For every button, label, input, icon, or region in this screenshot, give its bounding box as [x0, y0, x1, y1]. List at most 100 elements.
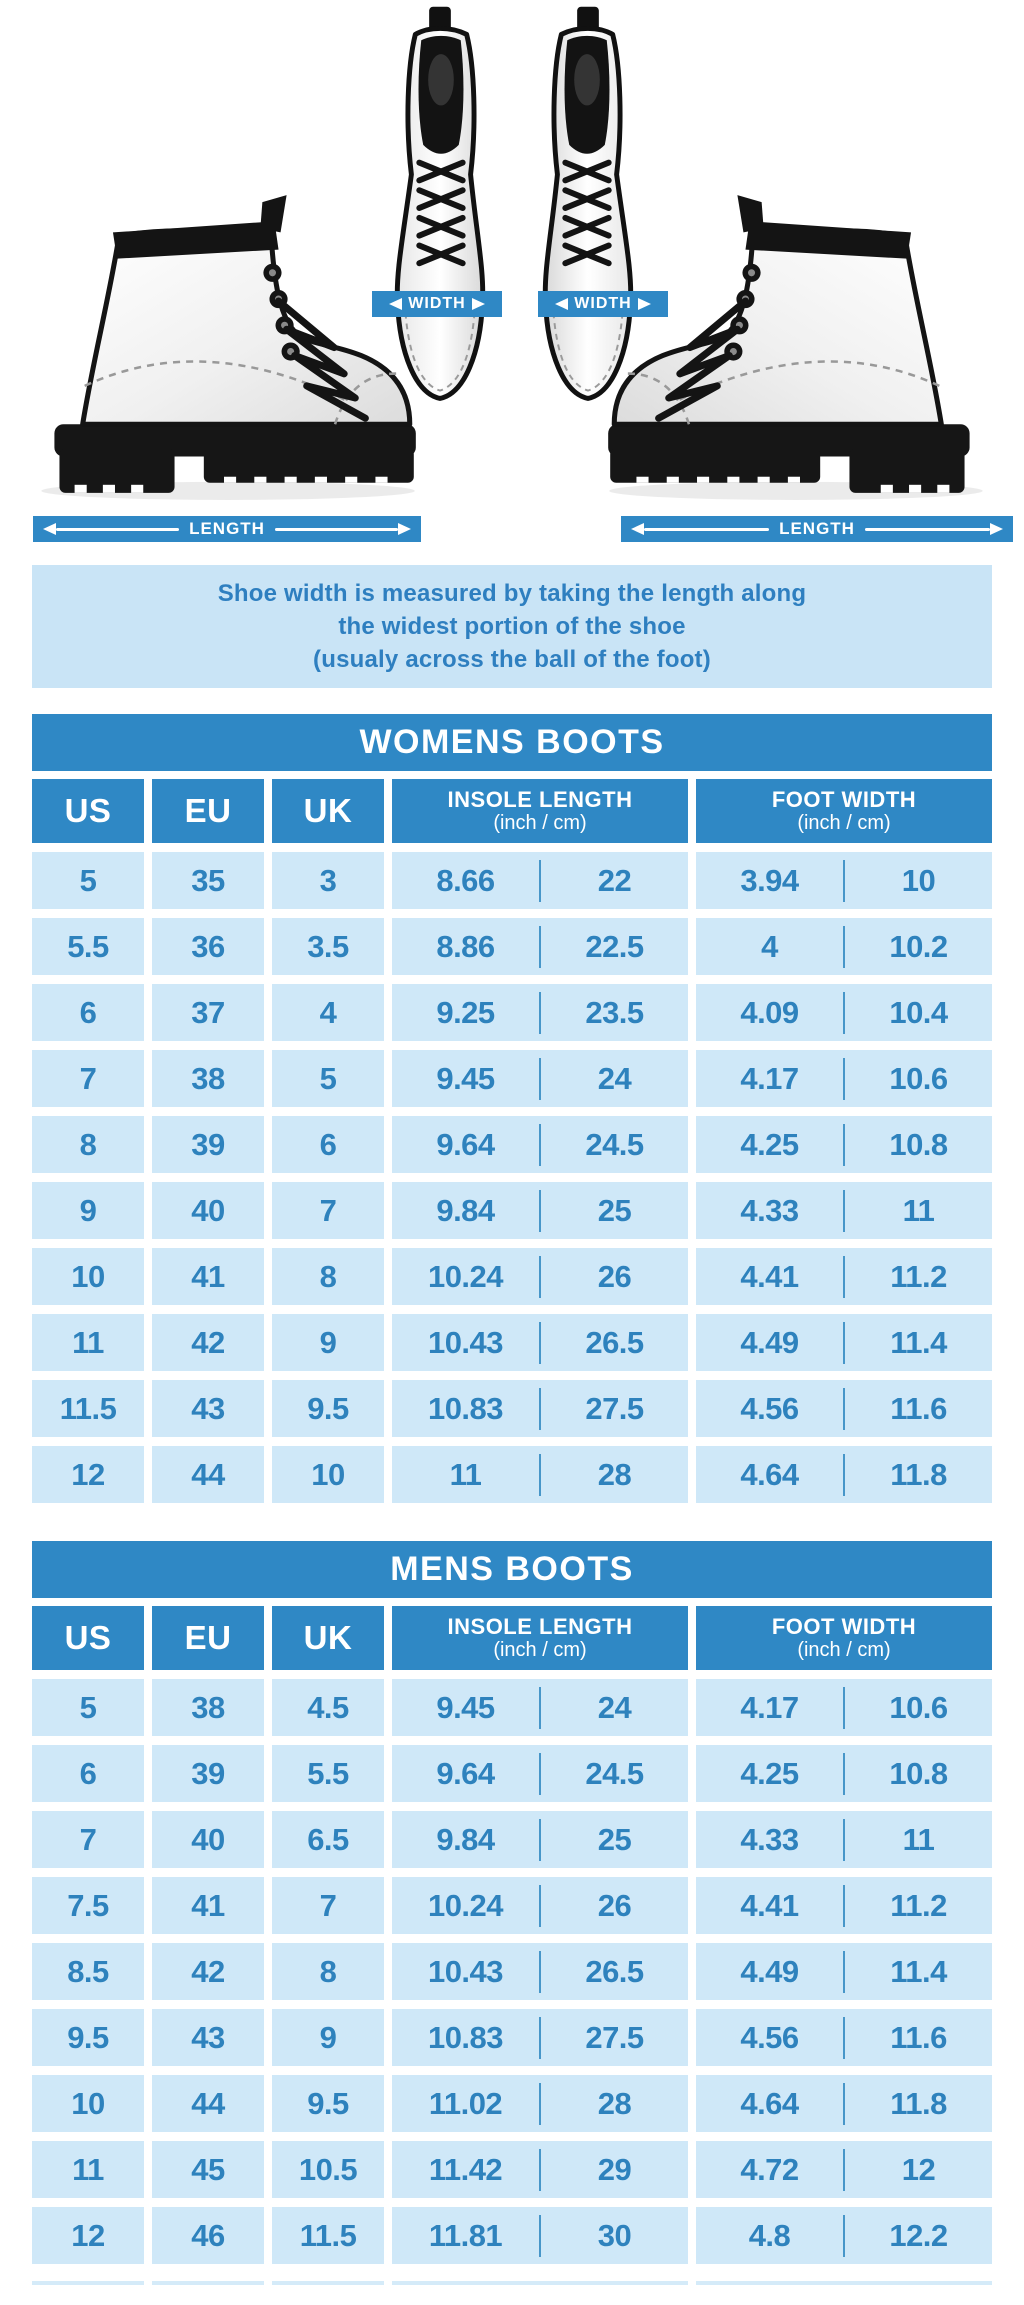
measure-line: [56, 527, 180, 531]
cell-divider: [539, 1453, 541, 1496]
us-size-cell: 8: [32, 1116, 144, 1173]
uk-size-cell: 8: [272, 1943, 384, 2000]
note-line-3: (usualy across the ball of the foot): [313, 646, 711, 673]
header-footwidth-title: FOOT WIDTH: [771, 786, 917, 812]
insole-length-cell: 10.83 27.5: [392, 1380, 688, 1437]
us-size-cell: 6: [32, 984, 144, 1041]
arrow-right-icon: [398, 523, 412, 535]
eu-size-cell: 45: [152, 2141, 264, 2198]
eu-size-cell: 38: [152, 1050, 264, 1107]
table-row: 5.5 36 3.5 8.86 22.5 4 10.2: [32, 918, 992, 975]
header-uk: UK: [272, 779, 384, 843]
eu-size-cell: 42: [152, 1314, 264, 1371]
foot-width-cell: 4.56 11.6: [696, 1380, 992, 1437]
header-insole-title: INSOLE LENGTH: [447, 1613, 633, 1639]
size-table: WOMENS BOOTS US EU UK INSOLE LENGTH (inc…: [32, 714, 992, 1503]
table-row: 9.5 43 9 10.83 27.5 4.56 11.6: [32, 2009, 992, 2066]
table-row: 7.5 41 7 10.24 26 4.41 11.2: [32, 1877, 992, 1934]
header-footwidth-sub: (inch / cm): [797, 812, 891, 835]
table-rows: 5 38 4.5 9.45 24 4.17 10.6 6 39 5.5 9.64 24…: [32, 1679, 992, 2264]
us-size-cell: 8.5: [32, 1943, 144, 2000]
header-eu: EU: [152, 1606, 264, 1670]
uk-size-cell: 5: [272, 1050, 384, 1107]
table-title: MENS BOOTS: [32, 1541, 992, 1598]
cell-divider: [539, 1752, 541, 1795]
insole-length-cell: 9.45 24: [392, 1050, 688, 1107]
cell-divider: [843, 925, 845, 968]
arrow-right-icon: [637, 298, 651, 310]
foot-width-cell: 3.94 10: [696, 852, 992, 909]
eu-size-cell: 46: [152, 2207, 264, 2264]
eu-size-cell: 38: [152, 1679, 264, 1736]
insole-length-cell: 11.81 30: [392, 2207, 688, 2264]
cell-divider: [539, 1686, 541, 1729]
insole-length-cell: 10.43 26.5: [392, 1943, 688, 2000]
measurement-note: Shoe width is measured by taking the len…: [32, 565, 992, 688]
foot-width-cell: 4.25 10.8: [696, 1745, 992, 1802]
cell-divider: [539, 1950, 541, 1993]
table-row: 12 44 10 11 28 4.64 11.8: [32, 1446, 992, 1503]
header-foot-width: FOOT WIDTH (inch / cm): [696, 779, 992, 843]
eu-size-cell: 44: [152, 2075, 264, 2132]
uk-size-cell: 6.5: [272, 1811, 384, 1868]
eu-size-cell: 36: [152, 918, 264, 975]
cell-divider: [539, 859, 541, 902]
header-eu: EU: [152, 779, 264, 843]
cell-divider: [843, 1752, 845, 1795]
uk-size-cell: 10.5: [272, 2141, 384, 2198]
width-measure-band-left: WIDTH: [372, 291, 502, 317]
width-label: WIDTH: [408, 295, 466, 312]
header-insole-length: INSOLE LENGTH (inch / cm): [392, 779, 688, 843]
eu-size-cell: 35: [152, 852, 264, 909]
header-insole-sub: (inch / cm): [493, 1639, 587, 1662]
cell-divider: [843, 859, 845, 902]
cell-divider: [843, 2016, 845, 2059]
header-insole-title: INSOLE LENGTH: [447, 786, 633, 812]
boots-diagram: WIDTH WIDTH LENGTH LENGTH: [0, 0, 1024, 542]
cell-divider: [843, 2214, 845, 2257]
foot-width-cell: 4.64 11.8: [696, 1446, 992, 1503]
cell-divider: [539, 1123, 541, 1166]
insole-length-cell: 11 28: [392, 1446, 688, 1503]
us-size-cell: 5: [32, 852, 144, 909]
table-row: 10 44 9.5 11.02 28 4.64 11.8: [32, 2075, 992, 2132]
eu-size-cell: 43: [152, 2009, 264, 2066]
table-row: 7 40 6.5 9.84 25 4.33 11: [32, 1811, 992, 1868]
uk-size-cell: 4: [272, 984, 384, 1041]
insole-length-cell: 11.42 29: [392, 2141, 688, 2198]
insole-length-cell: 9.84 25: [392, 1811, 688, 1868]
foot-width-cell: 4.33 11: [696, 1811, 992, 1868]
us-size-cell: 12: [32, 1446, 144, 1503]
measure-line: [864, 527, 991, 531]
cell-divider: [539, 1189, 541, 1232]
header-insole-length: INSOLE LENGTH (inch / cm): [392, 1606, 688, 1670]
cell-divider: [843, 2082, 845, 2125]
table-title: WOMENS BOOTS: [32, 714, 992, 771]
eu-size-cell: 39: [152, 1116, 264, 1173]
size-tables: WOMENS BOOTS US EU UK INSOLE LENGTH (inc…: [32, 714, 992, 2264]
foot-width-cell: 4.25 10.8: [696, 1116, 992, 1173]
foot-width-cell: 4.41 11.2: [696, 1248, 992, 1305]
us-size-cell: 11: [32, 1314, 144, 1371]
cropped-cell: [696, 2281, 992, 2285]
length-measure-band-right: LENGTH: [621, 516, 1013, 542]
arrow-left-icon: [631, 523, 644, 535]
uk-size-cell: 9: [272, 1314, 384, 1371]
cropped-row-strip: [32, 2281, 992, 2285]
cell-divider: [539, 1387, 541, 1430]
uk-size-cell: 5.5: [272, 1745, 384, 1802]
cell-divider: [843, 1255, 845, 1298]
foot-width-cell: 4.64 11.8: [696, 2075, 992, 2132]
table-row: 11.5 43 9.5 10.83 27.5 4.56 11.6: [32, 1380, 992, 1437]
eu-size-cell: 43: [152, 1380, 264, 1437]
cell-divider: [539, 1255, 541, 1298]
cropped-cell: [152, 2281, 264, 2285]
uk-size-cell: 10: [272, 1446, 384, 1503]
insole-length-cell: 9.64 24.5: [392, 1116, 688, 1173]
foot-width-cell: 4.33 11: [696, 1182, 992, 1239]
cell-divider: [843, 1387, 845, 1430]
uk-size-cell: 3.5: [272, 918, 384, 975]
cell-divider: [843, 1189, 845, 1232]
foot-width-cell: 4.49 11.4: [696, 1314, 992, 1371]
